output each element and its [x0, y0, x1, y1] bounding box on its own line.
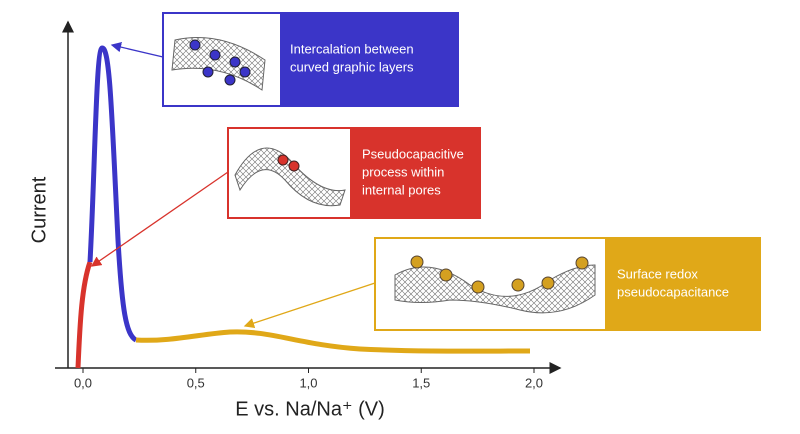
arrow-blue — [110, 42, 164, 58]
arrow-yellow — [243, 282, 376, 329]
callout-text: Pseudocapacitive — [362, 146, 464, 161]
x-tick-label: 1,0 — [299, 375, 317, 390]
callout-text: pseudocapacitance — [617, 284, 729, 299]
callout-text: internal pores — [362, 182, 441, 197]
graphene-illustration — [234, 147, 346, 207]
callout-panel — [350, 128, 480, 218]
ions — [189, 39, 251, 86]
callout-text: Intercalation between — [290, 41, 414, 56]
curve-blue — [87, 45, 138, 343]
callout-panel — [280, 13, 458, 106]
callout-text: Surface redox — [617, 266, 698, 281]
x-tick-label: 0,0 — [74, 375, 92, 390]
x-tick-label: 0,5 — [187, 375, 205, 390]
x-tick-label: 2,0 — [525, 375, 543, 390]
callout-panel — [605, 238, 760, 330]
x-tick-label: 1,5 — [412, 375, 430, 390]
ions — [277, 154, 300, 172]
graphene-illustration — [171, 37, 266, 91]
y-axis-label: Current — [28, 176, 50, 243]
curve-yellow — [135, 329, 531, 354]
ions — [410, 255, 589, 294]
x-axis-label: E vs. Na/Na⁺ (V) — [235, 398, 384, 420]
callout-text: process within — [362, 164, 444, 179]
callout-text: curved graphic layers — [290, 59, 414, 74]
arrow-red — [90, 171, 229, 267]
curve-red — [75, 261, 93, 369]
